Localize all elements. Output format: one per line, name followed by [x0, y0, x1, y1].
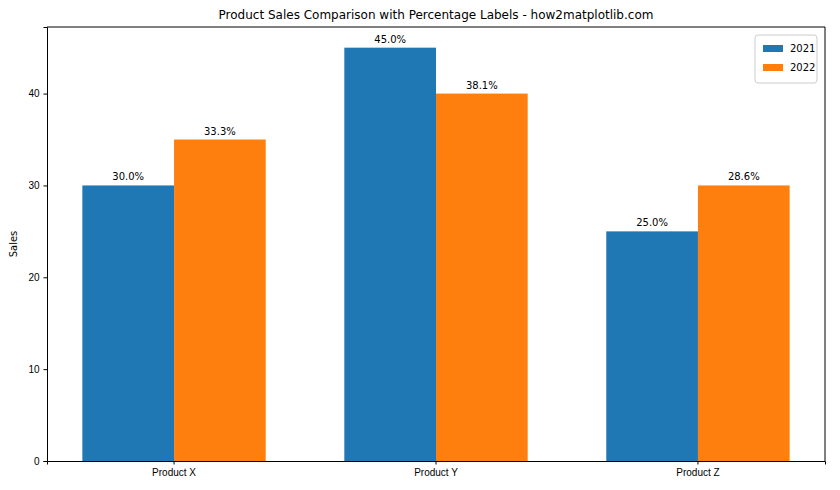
bar [436, 94, 528, 461]
legend-box [755, 35, 817, 83]
bar-label: 38.1% [466, 80, 498, 91]
bar-label: 28.6% [728, 171, 760, 182]
y-tick-mark [44, 277, 48, 278]
bar-label: 30.0% [112, 171, 144, 182]
x-tick-mark [436, 461, 437, 465]
y-tick-mark [44, 369, 48, 370]
x-tick: Product Y [414, 461, 458, 478]
y-tick: 40 [28, 88, 47, 99]
bar [606, 231, 698, 461]
y-tick-label: 20 [28, 272, 40, 283]
bar-labels: 30.0% 45.0% 25.0% 33.3% 38.1% 28.6% [112, 34, 759, 229]
legend-item: 2022 [763, 62, 815, 73]
x-tick: Product X [152, 461, 196, 478]
x-tick: Product Z [676, 461, 719, 478]
bar-label: 33.3% [204, 126, 236, 137]
plot: 30.0% 45.0% 25.0% 33.3% 38.1% 28.6% 0 10 20 30 40 P… [28, 27, 825, 478]
x-tick-label: Product Z [676, 467, 719, 478]
x-tick-label: Product X [152, 467, 196, 478]
y-tick-label: 30 [28, 180, 40, 191]
bar-label: 45.0% [374, 34, 406, 45]
frame-right [825, 27, 826, 461]
bar [174, 140, 266, 461]
legend-label: 2022 [790, 62, 815, 73]
legend: 2021 2022 [755, 35, 817, 83]
x-axis: Product X Product Y Product Z [48, 461, 826, 478]
x-tick-label: Product Y [414, 467, 458, 478]
legend-swatch [763, 45, 783, 52]
y-tick-label: 10 [28, 364, 40, 375]
y-tick: 10 [28, 364, 47, 375]
legend-swatch [763, 64, 783, 71]
y-tick-label: 40 [28, 88, 40, 99]
axis-line [44, 28, 48, 462]
y-axis: 0 10 20 30 40 [28, 28, 47, 467]
bar [344, 48, 436, 461]
y-tick-mark [44, 461, 48, 462]
x-tick-mark [697, 461, 698, 465]
y-tick-mark [44, 94, 48, 95]
legend-label: 2021 [790, 43, 815, 54]
y-tick-label: 0 [34, 456, 40, 467]
frame-top [47, 27, 825, 28]
chart: 30.0% 45.0% 25.0% 33.3% 38.1% 28.6% 0 10 20 30 40 P… [0, 0, 840, 490]
bars [82, 48, 789, 461]
bar [698, 185, 790, 461]
y-tick: 0 [34, 456, 47, 467]
x-tick-mark [174, 461, 175, 465]
y-tick: 20 [28, 272, 47, 283]
bar-label: 25.0% [636, 217, 668, 228]
axis-line [48, 462, 826, 465]
y-axis-title: Sales [8, 231, 19, 258]
legend-item: 2021 [763, 43, 815, 54]
y-tick: 30 [28, 180, 47, 191]
y-tick-mark [44, 185, 48, 186]
title: Product Sales Comparison with Percentage… [219, 8, 654, 22]
bar [82, 185, 174, 461]
